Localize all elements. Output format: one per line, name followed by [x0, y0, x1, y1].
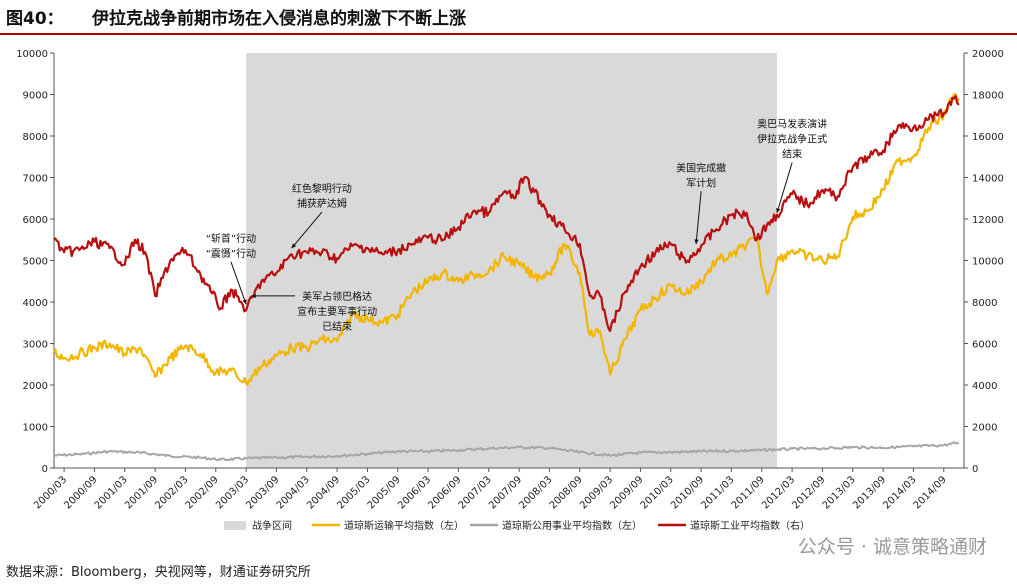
annotations: “斩首”行动 “震慑”行动 红色黎明行动捕获萨达姆美军占领巴格达宣布主要军事行动已结… — [206, 118, 827, 333]
legend-item-war: 战争区间 — [224, 519, 292, 532]
y-right-tick-label: 8000 — [972, 298, 997, 309]
annotation-label: 伊拉克战争正式 — [757, 133, 827, 146]
annotation-arrow — [291, 211, 323, 249]
y-left-tick-label: 10000 — [16, 49, 48, 60]
y-right-tick-label: 14000 — [972, 174, 1004, 185]
y-left-tick-label: 6000 — [23, 215, 48, 226]
series-line-industrial — [53, 95, 960, 333]
annotation-label: “斩首”行动 — [206, 232, 256, 245]
annotation-label: 已结束 — [322, 320, 352, 333]
series-line-transport — [53, 93, 960, 386]
legend-item-utility: 道琼斯公用事业平均指数（左） — [470, 519, 642, 532]
y-left-tick-label: 4000 — [23, 298, 48, 309]
legend: 战争区间 道琼斯运输平均指数（左） 道琼斯公用事业平均指数（左） 道琼斯工业平均指数（… — [224, 519, 810, 532]
title-divider — [0, 33, 1017, 35]
annotation-label: 红色黎明行动 — [292, 182, 352, 195]
y-right-tick-label: 16000 — [972, 132, 1004, 143]
annotation-arrow — [230, 261, 247, 305]
y-left-tick-label: 5000 — [23, 257, 48, 268]
legend-swatch — [224, 521, 246, 530]
annotation-arrow — [776, 162, 793, 214]
legend-label: 道琼斯工业平均指数（右） — [690, 519, 810, 532]
legend-item-transport: 道琼斯运输平均指数（左） — [312, 519, 464, 532]
y-right-tick-label: 20000 — [972, 49, 1004, 60]
line-chart: 0 1000 2000 3000 4000 5000 6000 7000 8000 9000 100… — [16, 49, 1004, 532]
annotation-label: 宣布主要军事行动 — [297, 305, 377, 318]
y-right-tick-label: 6000 — [972, 340, 997, 351]
annotation-label: “震慑”行动 — [206, 247, 256, 260]
title-text: 伊拉克战争前期市场在入侵消息的刺激下不断上涨 — [92, 9, 466, 29]
annotation-label: 奥巴马发表演讲 — [757, 118, 827, 131]
legend-item-industrial: 道琼斯工业平均指数（右） — [658, 519, 810, 532]
legend-label: 道琼斯公用事业平均指数（左） — [502, 519, 642, 532]
y-left-tick-label: 7000 — [23, 174, 48, 185]
series-line-utility — [53, 441, 960, 462]
y-left-tick-label: 2000 — [23, 381, 48, 392]
annotation-arrowhead — [242, 299, 247, 305]
chart-title: 图40： 伊拉克战争前期市场在入侵消息的刺激下不断上涨 — [6, 4, 1006, 30]
figure-number: 图40： — [6, 9, 64, 29]
y-right-tick-label: 2000 — [972, 423, 997, 434]
annotation-0: “斩首”行动 “震慑”行动 — [206, 232, 256, 305]
annotation-arrow — [695, 191, 702, 245]
y-left-tick-label: 9000 — [23, 91, 48, 102]
annotation-label: 结束 — [782, 148, 802, 161]
legend-label: 战争区间 — [252, 519, 292, 532]
annotation-label: 美国完成撤 — [676, 161, 726, 174]
y-right-tick-label: 4000 — [972, 381, 997, 392]
annotation-label: 捕获萨达姆 — [297, 197, 347, 210]
y-left-tick-label: 8000 — [23, 132, 48, 143]
y-right-tick-label: 18000 — [972, 91, 1004, 102]
y-left-tick-label: 0 — [42, 464, 48, 475]
x-tick-label: 2014/09 — [912, 474, 949, 511]
source-note: 数据来源：Bloomberg，央视网等，财通证券研究所 — [6, 565, 311, 580]
annotation-arrowhead — [694, 239, 699, 245]
y-left-tick-label: 3000 — [23, 340, 48, 351]
series-lines — [53, 93, 960, 462]
legend-label: 道琼斯运输平均指数（左） — [344, 519, 464, 532]
annotation-label: 美军占领巴格达 — [302, 290, 372, 303]
y-right-tick-label: 12000 — [972, 215, 1004, 226]
annotation-arrowhead — [776, 207, 781, 213]
annotation-arrowhead — [251, 293, 256, 299]
watermark: 公众号 · 诚意策略通财 — [797, 536, 987, 558]
annotation-label: 军计划 — [686, 176, 716, 189]
y-left-tick-label: 1000 — [23, 423, 48, 434]
y-right-tick-label: 0 — [972, 464, 978, 475]
annotation-arrowhead — [291, 243, 297, 249]
y-right-tick-label: 10000 — [972, 257, 1004, 268]
